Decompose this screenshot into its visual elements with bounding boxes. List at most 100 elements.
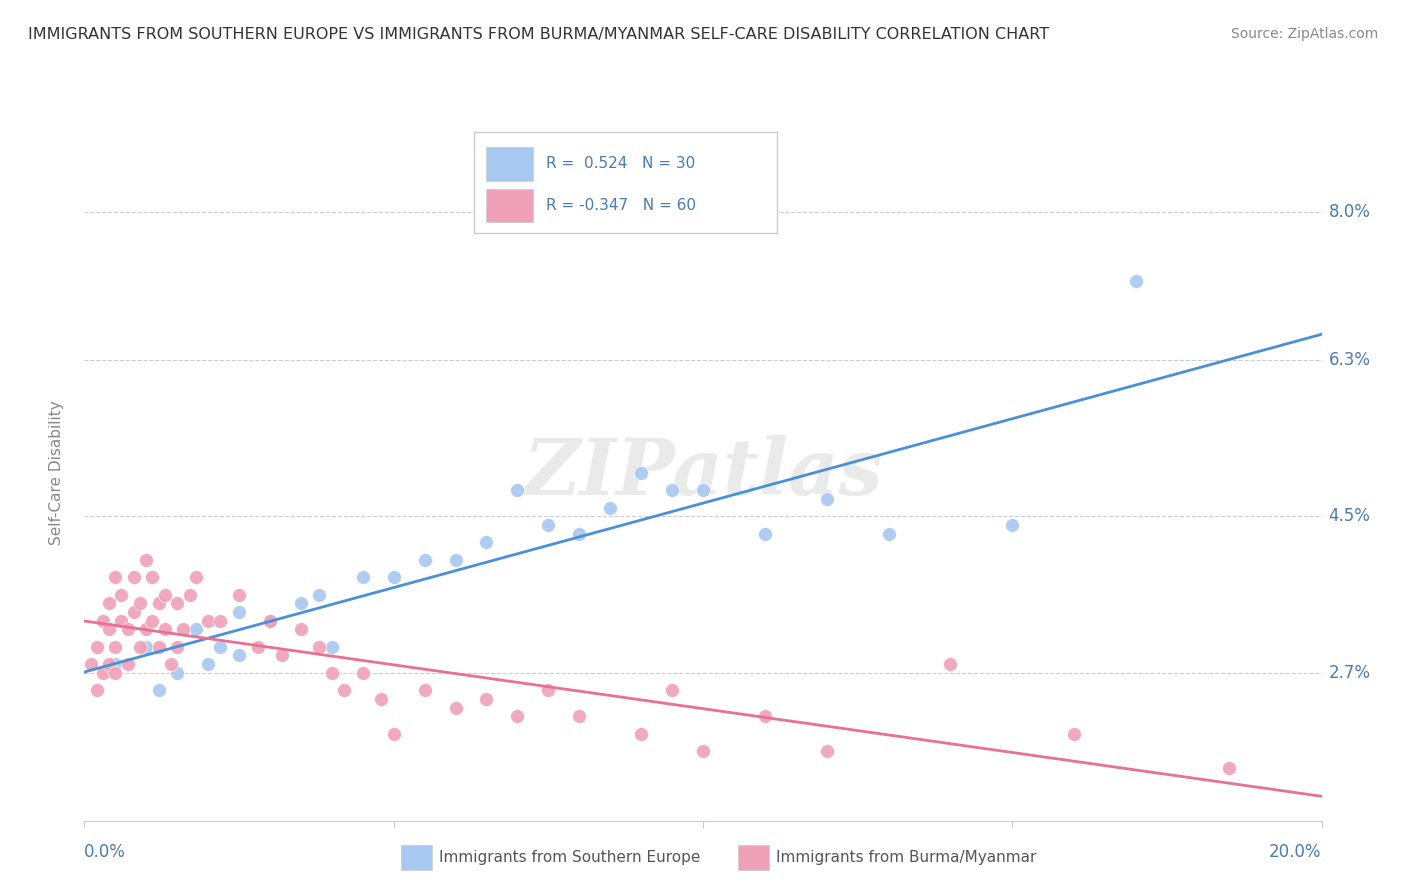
Point — [692, 744, 714, 758]
Point — [197, 614, 219, 628]
Text: R =  0.524   N = 30: R = 0.524 N = 30 — [546, 156, 695, 171]
Point — [209, 640, 232, 654]
Point — [98, 623, 121, 637]
FancyBboxPatch shape — [474, 132, 778, 233]
Point — [153, 588, 176, 602]
Point — [246, 640, 269, 654]
Point — [290, 596, 312, 610]
Text: R = -0.347   N = 60: R = -0.347 N = 60 — [546, 198, 696, 213]
Point — [179, 588, 201, 602]
Point — [382, 570, 405, 584]
Point — [91, 665, 114, 680]
Point — [148, 640, 170, 654]
Point — [209, 614, 232, 628]
Point — [661, 683, 683, 698]
Text: 0.0%: 0.0% — [84, 843, 127, 861]
Point — [148, 596, 170, 610]
Text: 20.0%: 20.0% — [1270, 843, 1322, 861]
Point — [599, 500, 621, 515]
Point — [1063, 726, 1085, 740]
Point — [129, 596, 152, 610]
Text: 4.5%: 4.5% — [1329, 508, 1371, 525]
Point — [877, 526, 900, 541]
Point — [79, 657, 101, 671]
Text: 2.7%: 2.7% — [1329, 664, 1371, 681]
Point — [259, 614, 281, 628]
Point — [166, 665, 188, 680]
Point — [630, 726, 652, 740]
Y-axis label: Self-Care Disability: Self-Care Disability — [49, 401, 63, 545]
Point — [197, 657, 219, 671]
Point — [98, 596, 121, 610]
Point — [110, 614, 132, 628]
Point — [413, 552, 436, 567]
Point — [475, 692, 498, 706]
Text: ZIPatlas: ZIPatlas — [523, 434, 883, 511]
Point — [141, 570, 163, 584]
Point — [1001, 517, 1024, 532]
Point — [321, 665, 343, 680]
Point — [228, 605, 250, 619]
Point — [630, 466, 652, 480]
Point — [506, 709, 529, 723]
Point — [537, 683, 560, 698]
Point — [166, 640, 188, 654]
Point — [1125, 275, 1147, 289]
Text: Immigrants from Southern Europe: Immigrants from Southern Europe — [439, 850, 700, 864]
Point — [661, 483, 683, 498]
Point — [122, 605, 145, 619]
Point — [86, 640, 108, 654]
Point — [141, 614, 163, 628]
Point — [104, 570, 127, 584]
Point — [148, 683, 170, 698]
Point — [506, 483, 529, 498]
Point — [333, 683, 356, 698]
Point — [117, 657, 139, 671]
Point — [104, 665, 127, 680]
Point — [104, 657, 127, 671]
Point — [382, 726, 405, 740]
Point — [444, 700, 467, 714]
Point — [271, 648, 294, 663]
Point — [135, 640, 157, 654]
FancyBboxPatch shape — [486, 147, 533, 180]
Point — [815, 744, 838, 758]
Point — [166, 596, 188, 610]
Point — [692, 483, 714, 498]
Point — [352, 570, 374, 584]
Point — [104, 640, 127, 654]
Point — [228, 588, 250, 602]
Point — [160, 657, 183, 671]
Point — [815, 491, 838, 506]
Point — [153, 623, 176, 637]
Text: 8.0%: 8.0% — [1329, 202, 1371, 221]
Point — [568, 709, 591, 723]
Point — [568, 526, 591, 541]
Point — [98, 657, 121, 671]
Point — [475, 535, 498, 549]
Point — [1218, 761, 1240, 775]
Point — [259, 614, 281, 628]
Point — [172, 623, 194, 637]
Point — [754, 526, 776, 541]
Point — [321, 640, 343, 654]
Point — [413, 683, 436, 698]
FancyBboxPatch shape — [486, 189, 533, 222]
Point — [537, 517, 560, 532]
Point — [939, 657, 962, 671]
Text: Immigrants from Burma/Myanmar: Immigrants from Burma/Myanmar — [776, 850, 1036, 864]
Point — [122, 570, 145, 584]
Point — [754, 709, 776, 723]
Text: Source: ZipAtlas.com: Source: ZipAtlas.com — [1230, 27, 1378, 41]
Text: 6.3%: 6.3% — [1329, 351, 1371, 368]
Point — [135, 552, 157, 567]
Point — [184, 570, 207, 584]
Point — [117, 623, 139, 637]
Point — [444, 552, 467, 567]
Point — [352, 665, 374, 680]
Point — [110, 588, 132, 602]
Point — [308, 640, 330, 654]
Point — [86, 683, 108, 698]
Point — [228, 648, 250, 663]
Text: IMMIGRANTS FROM SOUTHERN EUROPE VS IMMIGRANTS FROM BURMA/MYANMAR SELF-CARE DISAB: IMMIGRANTS FROM SOUTHERN EUROPE VS IMMIG… — [28, 27, 1049, 42]
